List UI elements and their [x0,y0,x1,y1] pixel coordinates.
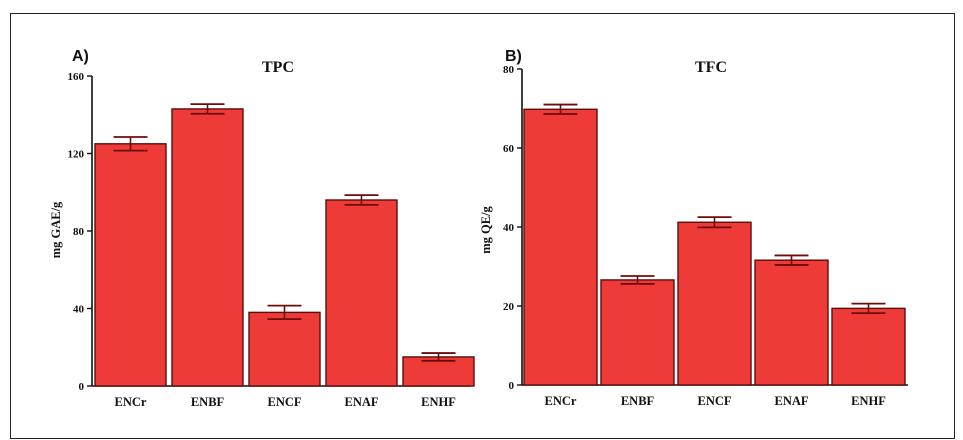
y-axis-label-b: mg QE/g [479,205,493,253]
chart-title-tfc: TFC [695,59,727,76]
bar-marks-a: 0 40 80 120 160 ENCr ENBF ENCF ENAF ENHF [68,71,475,409]
panel-letter-b: B) [505,48,522,65]
bar [754,259,829,386]
y-tick-label: 40 [503,222,515,234]
bar [325,199,398,387]
panel-a: A) TPC mg GAE/g 0 40 80 120 160 ENCr ENBF ENCF E… [49,48,475,409]
y-tick-label: 0 [79,381,85,393]
bar [831,307,906,386]
category-label: ENCF [267,395,301,409]
y-axis-label-a: mg GAE/g [49,201,63,258]
chart-title-tpc: TPC [262,59,294,76]
category-label: ENAF [344,395,378,409]
y-tick-label: 20 [503,301,515,313]
bar [402,356,475,387]
bar [94,143,167,387]
bar [523,108,598,386]
y-tick-label: 120 [68,149,85,161]
y-tick-label: 80 [73,226,85,238]
y-tick-label: 60 [503,143,515,155]
bar [171,108,244,387]
y-tick-label: 0 [509,380,515,392]
y-tick-label: 40 [73,304,85,316]
panel-b: B) TFC mg QE/g 0 20 40 60 80 ENCr ENBF ENCF ENAF… [479,48,908,408]
category-label: ENHF [421,395,456,409]
category-label: ENCr [545,394,577,408]
bar [248,311,321,387]
category-label: ENBF [621,394,655,408]
y-tick-label: 160 [68,71,85,83]
category-label: ENHF [851,394,886,408]
panel-letter-a: A) [72,48,89,65]
y-tick-label: 80 [503,64,515,76]
bar [677,221,752,386]
bar [600,279,675,386]
category-label: ENCF [697,394,731,408]
category-label: ENAF [774,394,808,408]
category-label: ENCr [115,395,147,409]
category-label: ENBF [191,395,225,409]
bar-marks-b: 0 20 40 60 80 ENCr ENBF ENCF ENAF ENHF [503,64,908,408]
